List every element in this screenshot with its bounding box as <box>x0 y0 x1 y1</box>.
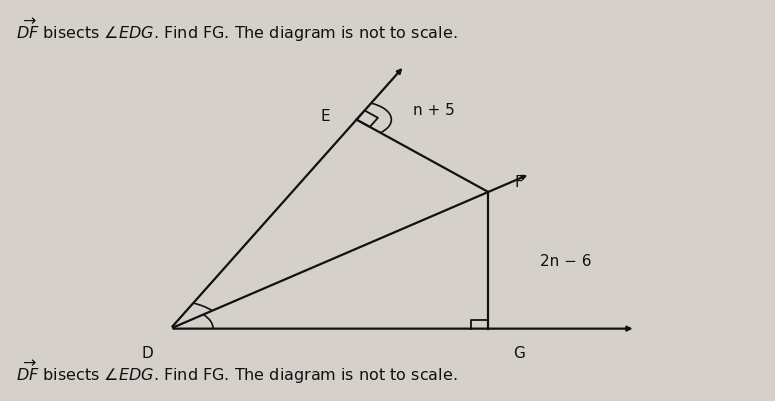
Text: F: F <box>515 175 524 190</box>
Text: E: E <box>321 109 330 124</box>
Text: n + 5: n + 5 <box>413 103 455 118</box>
Text: D: D <box>141 345 153 360</box>
Text: $\overrightarrow{DF}$ bisects $\angle EDG$. Find FG. The diagram is not to scale: $\overrightarrow{DF}$ bisects $\angle ED… <box>16 357 457 385</box>
Text: G: G <box>513 345 525 360</box>
Text: $\overrightarrow{DF}$ bisects $\angle EDG$. Find FG. The diagram is not to scale: $\overrightarrow{DF}$ bisects $\angle ED… <box>16 16 457 44</box>
Text: 2n − 6: 2n − 6 <box>540 253 591 268</box>
